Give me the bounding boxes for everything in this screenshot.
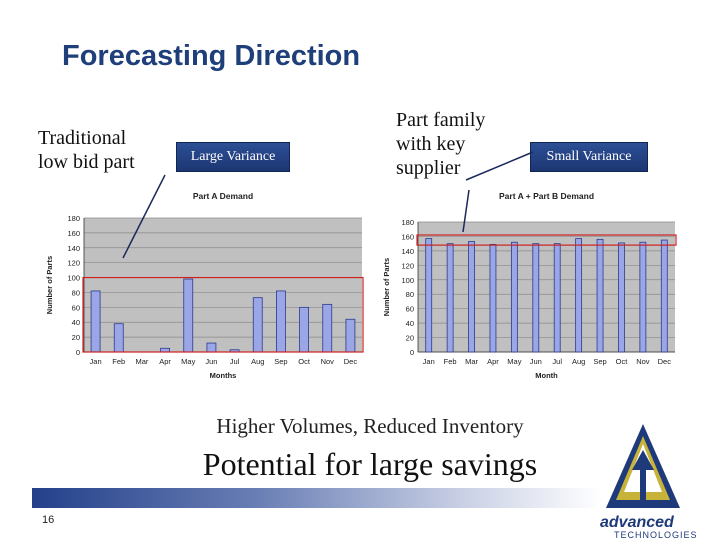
bar: [322, 303, 333, 353]
x-tick-label: Oct: [298, 357, 311, 366]
y-tick-label: 40: [72, 318, 80, 327]
y-tick-label: 120: [401, 261, 414, 270]
bar: [345, 318, 356, 353]
x-tick-label: Dec: [344, 357, 358, 366]
small-variance-box: Small Variance: [530, 142, 648, 172]
bar: [206, 342, 217, 353]
x-tick-label: Jun: [530, 357, 542, 366]
bar: [276, 290, 286, 353]
x-tick-label: Apr: [487, 357, 499, 366]
y-tick-label: 20: [72, 333, 80, 342]
chart-title: Part A + Part B Demand: [499, 191, 594, 201]
x-axis-title: Months: [210, 371, 237, 380]
plot-area: [418, 222, 675, 352]
y-tick-label: 60: [406, 305, 414, 314]
callout-part-family-line1: Part family: [396, 109, 486, 131]
y-tick-label: 180: [67, 214, 80, 223]
y-tick-label: 40: [406, 319, 414, 328]
chart-title: Part A Demand: [193, 191, 253, 201]
x-tick-label: Jan: [90, 357, 102, 366]
x-tick-label: May: [507, 357, 521, 366]
x-tick-label: Nov: [321, 357, 335, 366]
x-tick-label: Sep: [274, 357, 287, 366]
bar: [575, 238, 583, 353]
x-tick-label: Jan: [423, 357, 435, 366]
callout-traditional: Traditional low bid part: [38, 126, 135, 174]
y-tick-label: 120: [67, 259, 80, 268]
logo-wordmark: advanced: [600, 514, 674, 531]
callout-part-family: Part family with key supplier: [396, 108, 485, 180]
bar: [425, 238, 433, 353]
large-variance-box: Large Variance: [176, 142, 290, 172]
caption-potential-savings: Potential for large savings: [202, 446, 538, 482]
bar: [299, 306, 309, 353]
bar: [510, 241, 518, 353]
x-tick-label: Apr: [159, 357, 171, 366]
y-tick-label: 20: [406, 334, 414, 343]
y-tick-label: 160: [401, 232, 414, 241]
slide-title: Forecasting Direction: [62, 40, 361, 72]
bar: [252, 297, 263, 353]
y-tick-label: 80: [406, 290, 414, 299]
x-tick-label: Oct: [616, 357, 629, 366]
x-tick-label: Aug: [251, 357, 264, 366]
y-tick-label: 60: [72, 303, 80, 312]
pointer-line-left: [122, 174, 166, 259]
bar: [596, 238, 604, 353]
highlight-band: [416, 234, 677, 246]
x-tick-label: Mar: [465, 357, 478, 366]
x-tick-label: May: [181, 357, 195, 366]
y-tick-label: 0: [76, 348, 80, 357]
bar: [113, 323, 124, 353]
page-number: 16: [42, 514, 55, 526]
x-tick-label: Feb: [112, 357, 125, 366]
footer-bar: [32, 488, 602, 508]
y-tick-label: 180: [401, 218, 414, 227]
advanced-technologies-logo-icon: [606, 424, 680, 508]
bar: [618, 242, 625, 353]
bar: [446, 243, 454, 353]
x-tick-label: Jul: [552, 357, 562, 366]
x-tick-label: Jun: [205, 357, 217, 366]
y-tick-label: 140: [401, 247, 414, 256]
bar: [639, 241, 647, 353]
callout-part-family-line2: with key: [396, 133, 466, 155]
y-axis-title: Number of Parts: [45, 256, 54, 314]
x-tick-label: Aug: [572, 357, 585, 366]
callout-traditional-line2: low bid part: [38, 151, 135, 173]
bar: [553, 243, 561, 353]
pointer-line-right-lower: [462, 189, 470, 233]
bar: [489, 243, 497, 353]
pointer-line-right-upper: [465, 151, 534, 181]
chart-part-a-demand: 0 20 40 60 80 100 120 140 160 180 Jan Feb Mar Apr May J…: [38, 186, 368, 392]
bar: [183, 278, 194, 353]
bar: [660, 239, 668, 353]
x-axis-title: Month: [535, 371, 558, 380]
x-tick-label: Feb: [444, 357, 457, 366]
caption-higher-volumes: Higher Volumes, Reduced Inventory: [216, 414, 524, 438]
bar: [90, 290, 101, 353]
callout-part-family-line3: supplier: [396, 157, 461, 179]
callout-traditional-line1: Traditional: [38, 127, 127, 149]
x-tick-label: Mar: [135, 357, 148, 366]
x-tick-label: Dec: [658, 357, 672, 366]
x-tick-label: Jul: [230, 357, 240, 366]
y-tick-label: 100: [401, 276, 414, 285]
bar: [468, 241, 475, 353]
y-axis-title: Number of Parts: [382, 258, 391, 316]
bar: [532, 243, 540, 353]
y-tick-label: 160: [67, 229, 80, 238]
x-tick-label: Sep: [593, 357, 606, 366]
y-tick-label: 140: [67, 244, 80, 253]
x-tick-label: Nov: [636, 357, 650, 366]
logo-subtitle: TECHNOLOGIES: [614, 530, 698, 540]
plot-area: [84, 218, 362, 352]
highlight-band: [82, 276, 364, 353]
chart-part-a-b-demand: 0 20 40 60 80 100 120 140 160 180 Jan Feb Mar Apr May J…: [375, 186, 680, 392]
y-tick-label: 0: [410, 348, 414, 357]
y-tick-label: 80: [72, 288, 80, 297]
y-tick-label: 100: [67, 274, 80, 283]
